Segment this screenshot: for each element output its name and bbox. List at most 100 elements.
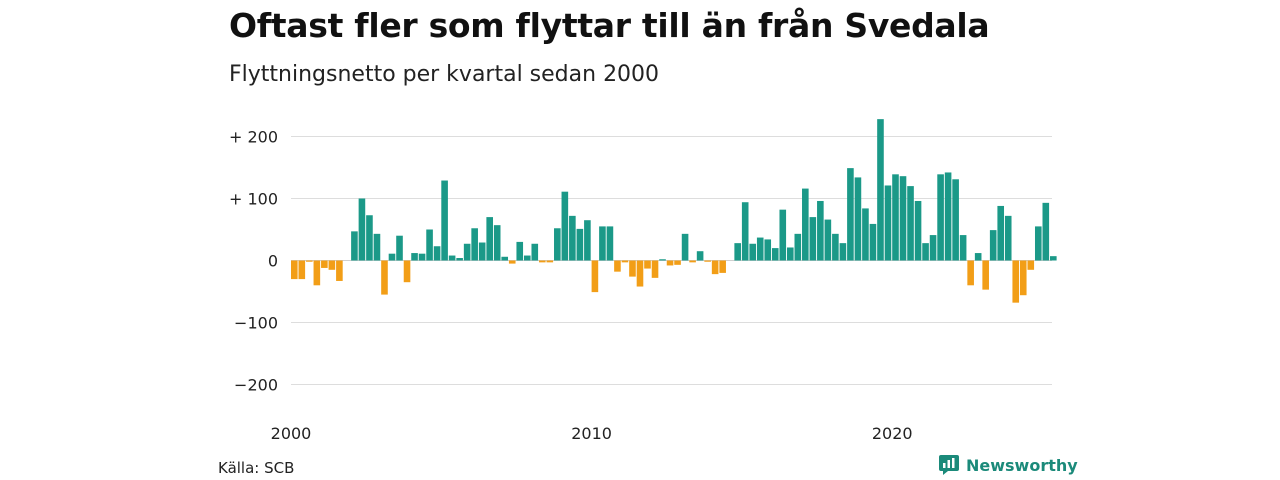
- bar[interactable]: [576, 228, 584, 261]
- bar[interactable]: [779, 209, 787, 261]
- bar[interactable]: [1050, 256, 1057, 261]
- bar[interactable]: [306, 260, 313, 262]
- bar[interactable]: [291, 260, 298, 280]
- bar[interactable]: [974, 253, 982, 261]
- bar[interactable]: [674, 260, 681, 265]
- bar[interactable]: [388, 253, 396, 261]
- bar[interactable]: [749, 243, 757, 261]
- bar[interactable]: [501, 256, 509, 261]
- bar[interactable]: [1027, 260, 1035, 270]
- bar[interactable]: [764, 239, 772, 261]
- bar[interactable]: [824, 219, 832, 261]
- bar[interactable]: [794, 233, 802, 261]
- bar[interactable]: [1019, 260, 1027, 296]
- bar[interactable]: [493, 225, 501, 261]
- bar[interactable]: [817, 200, 824, 261]
- bar[interactable]: [1004, 215, 1012, 261]
- bar[interactable]: [809, 217, 817, 261]
- bar[interactable]: [373, 233, 381, 261]
- bar[interactable]: [719, 260, 726, 273]
- bar[interactable]: [899, 176, 907, 261]
- bar[interactable]: [982, 260, 989, 290]
- bar[interactable]: [944, 172, 952, 261]
- bar[interactable]: [539, 260, 546, 263]
- bar[interactable]: [907, 186, 914, 261]
- bar[interactable]: [328, 260, 336, 270]
- bar[interactable]: [448, 255, 456, 261]
- bar[interactable]: [771, 248, 779, 261]
- bar[interactable]: [554, 228, 561, 261]
- bar[interactable]: [862, 208, 869, 261]
- bar[interactable]: [629, 260, 636, 277]
- bar[interactable]: [869, 223, 877, 261]
- bar[interactable]: [463, 243, 471, 261]
- bar[interactable]: [426, 229, 433, 261]
- bar[interactable]: [839, 243, 847, 261]
- bar[interactable]: [989, 230, 997, 261]
- bar[interactable]: [1034, 226, 1042, 261]
- bar[interactable]: [847, 168, 854, 261]
- bar[interactable]: [922, 243, 929, 261]
- bar[interactable]: [599, 226, 606, 261]
- bar[interactable]: [591, 260, 599, 293]
- bar[interactable]: [734, 243, 741, 261]
- brand-logo[interactable]: Newsworthy: [939, 455, 1078, 475]
- bar[interactable]: [884, 185, 892, 261]
- bar[interactable]: [802, 188, 809, 261]
- bar[interactable]: [832, 233, 839, 261]
- bar[interactable]: [396, 235, 403, 261]
- bar[interactable]: [651, 260, 659, 278]
- bar[interactable]: [411, 253, 418, 261]
- bar[interactable]: [1042, 202, 1050, 261]
- bar[interactable]: [321, 260, 328, 268]
- bar[interactable]: [967, 260, 974, 286]
- bar[interactable]: [441, 180, 448, 261]
- bar[interactable]: [358, 198, 366, 261]
- bar[interactable]: [1012, 260, 1020, 303]
- bar[interactable]: [614, 260, 621, 272]
- bar[interactable]: [418, 253, 426, 261]
- bar[interactable]: [471, 228, 478, 261]
- bar[interactable]: [959, 235, 967, 261]
- bar[interactable]: [644, 260, 651, 269]
- bar[interactable]: [351, 231, 358, 261]
- bar[interactable]: [704, 260, 711, 262]
- bar[interactable]: [689, 260, 696, 263]
- bar[interactable]: [606, 226, 614, 261]
- bar[interactable]: [756, 237, 764, 261]
- bar[interactable]: [381, 260, 388, 295]
- bar[interactable]: [636, 260, 644, 287]
- bar[interactable]: [877, 119, 884, 261]
- bar[interactable]: [584, 220, 591, 261]
- bar[interactable]: [621, 260, 629, 263]
- bar[interactable]: [741, 202, 749, 261]
- bar[interactable]: [313, 260, 321, 286]
- bar[interactable]: [336, 260, 343, 281]
- bar[interactable]: [508, 260, 516, 264]
- bar[interactable]: [561, 191, 569, 261]
- bar[interactable]: [456, 258, 463, 261]
- bar[interactable]: [433, 246, 441, 261]
- bar[interactable]: [937, 174, 944, 261]
- bar[interactable]: [666, 260, 674, 266]
- bar[interactable]: [854, 177, 862, 261]
- bar[interactable]: [929, 235, 937, 261]
- bar[interactable]: [298, 260, 306, 280]
- bar[interactable]: [659, 259, 666, 261]
- bar[interactable]: [486, 217, 493, 261]
- bar[interactable]: [523, 255, 531, 261]
- bar[interactable]: [997, 205, 1005, 261]
- bar[interactable]: [914, 200, 922, 261]
- bar[interactable]: [531, 243, 539, 261]
- bar[interactable]: [403, 260, 411, 283]
- bar[interactable]: [711, 260, 719, 275]
- bar[interactable]: [478, 242, 486, 261]
- bar[interactable]: [952, 179, 959, 261]
- bar[interactable]: [516, 241, 524, 261]
- bar[interactable]: [569, 215, 576, 261]
- bar[interactable]: [892, 174, 899, 261]
- bar[interactable]: [786, 247, 794, 261]
- bar[interactable]: [681, 233, 689, 261]
- bar[interactable]: [696, 251, 704, 261]
- bar[interactable]: [546, 260, 554, 263]
